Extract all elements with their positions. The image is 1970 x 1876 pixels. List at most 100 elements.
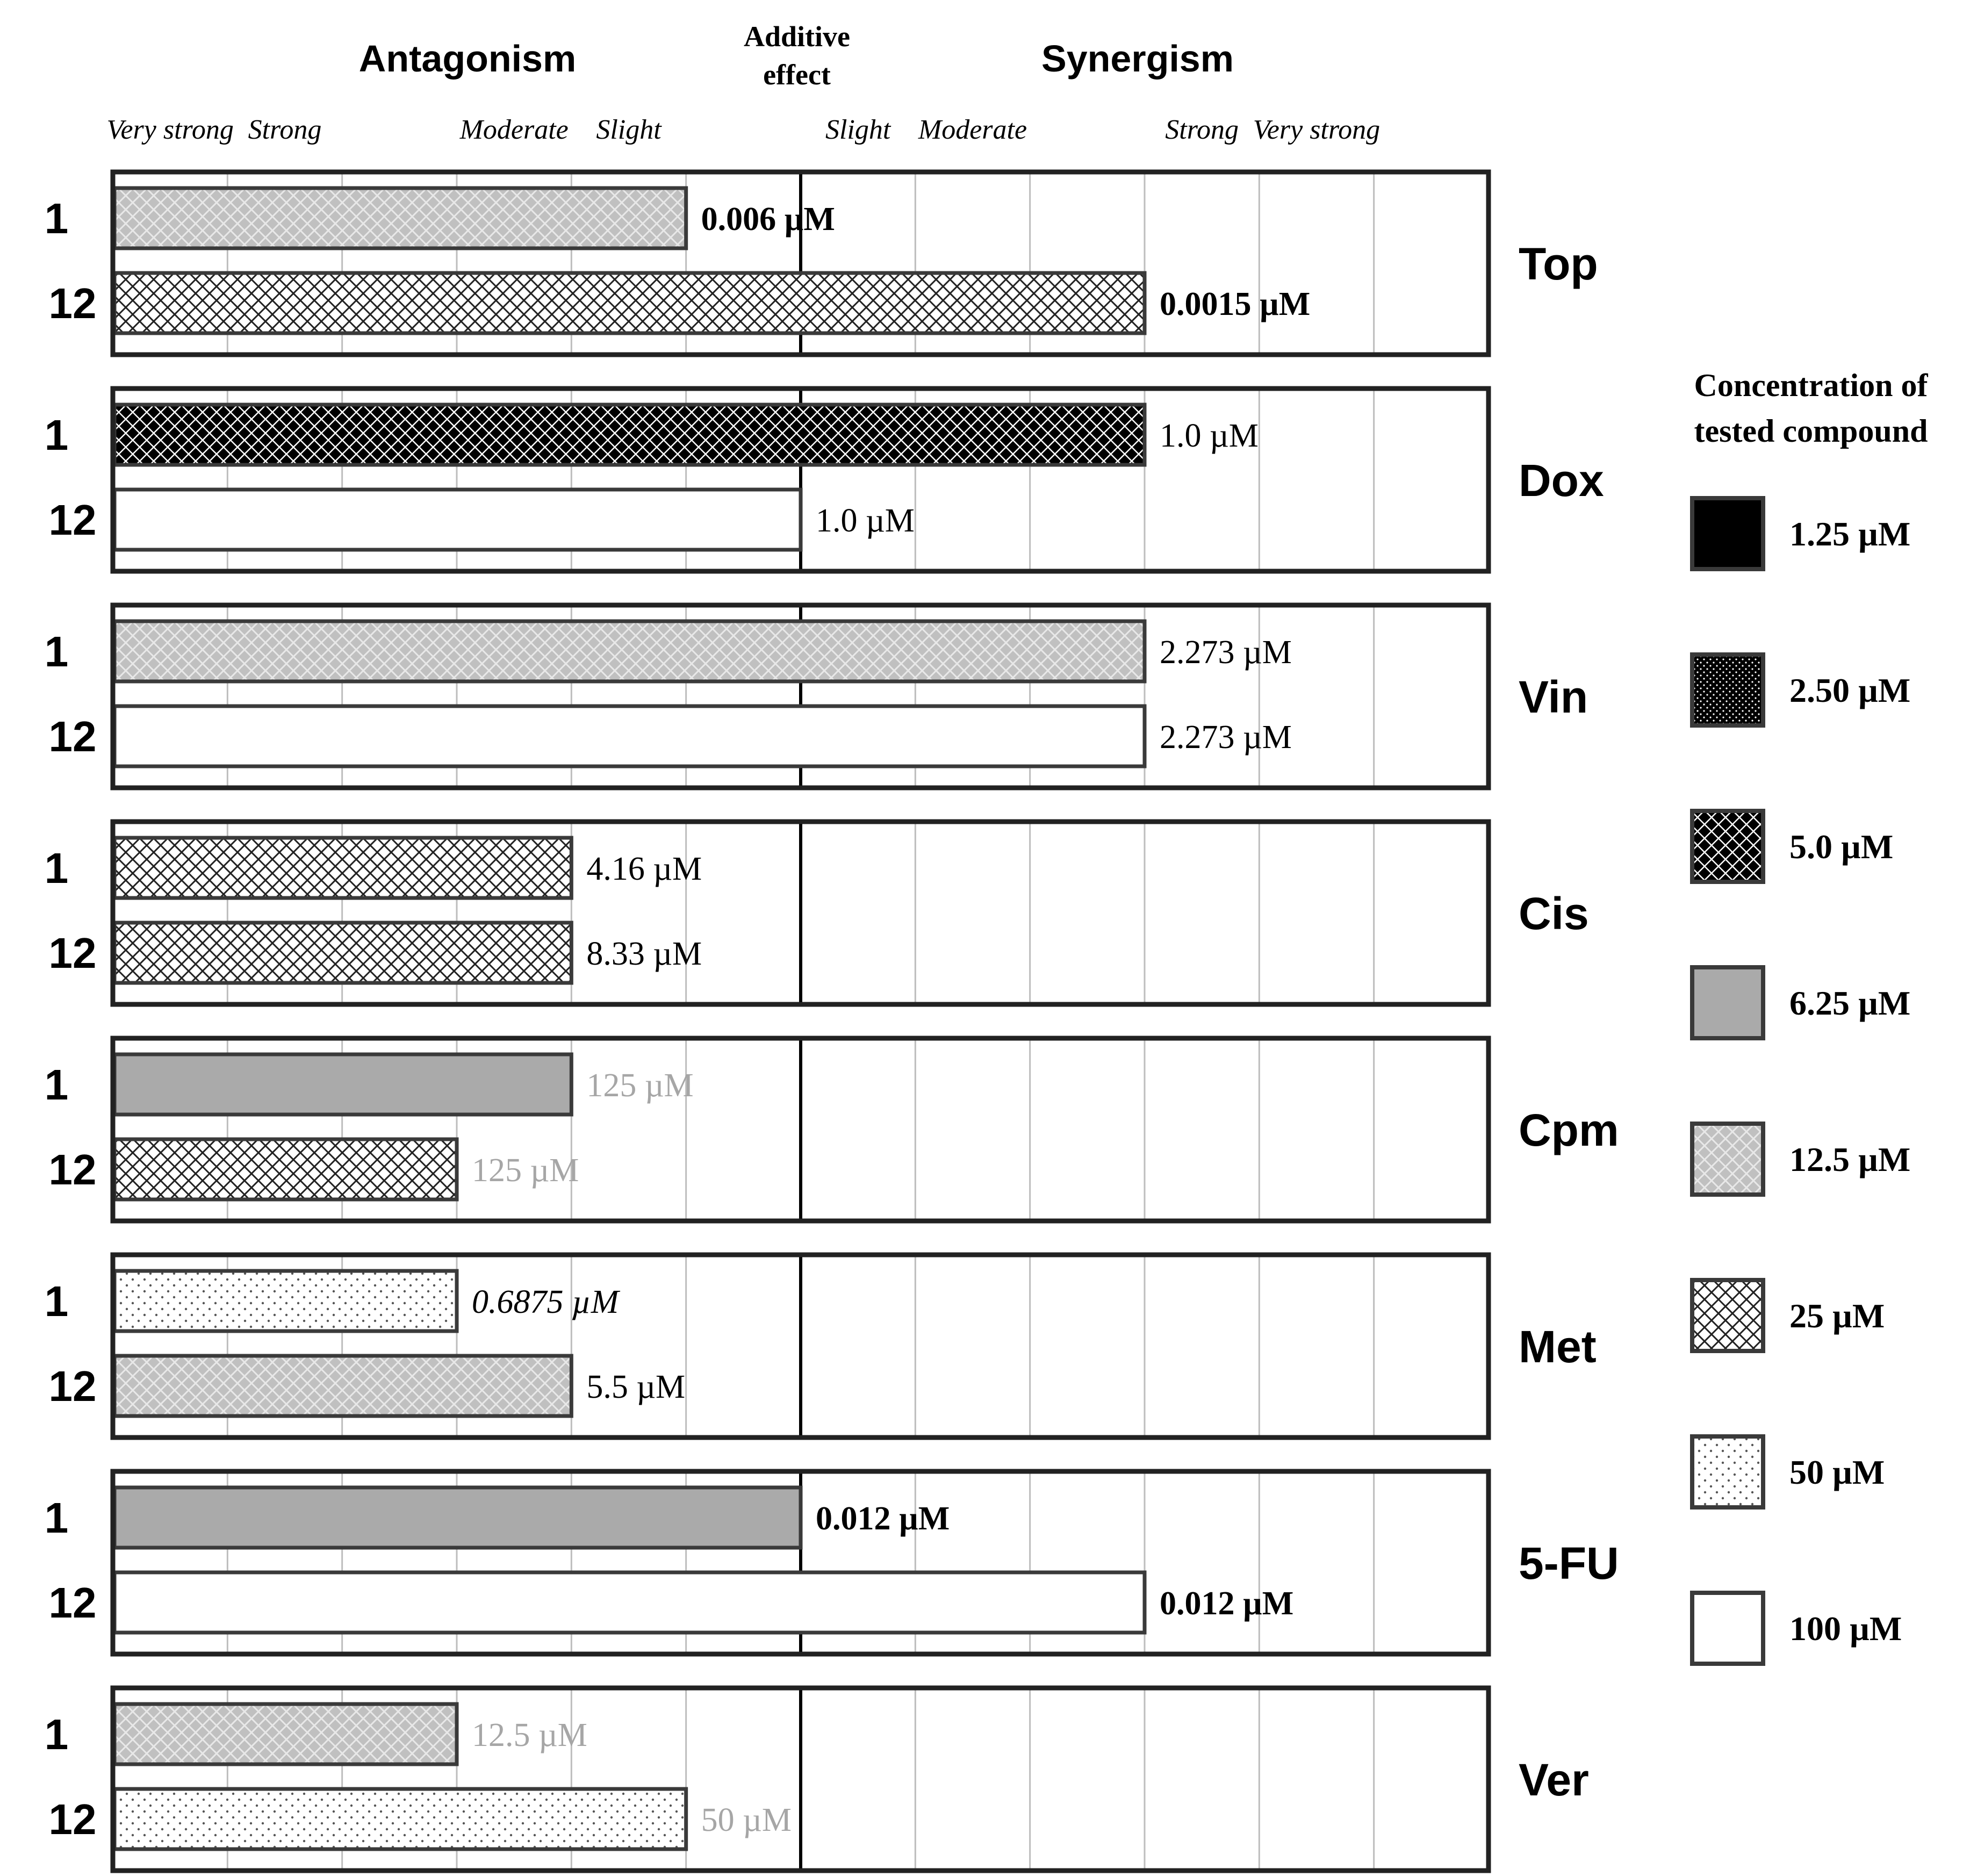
intensity-label-strong-6: Strong (1165, 114, 1239, 145)
legend-swatch-white (1690, 1591, 1765, 1666)
intensity-label-strong-1: Strong (248, 114, 322, 145)
row-label-top-1: 1 (45, 195, 69, 242)
legend-title-line2: tested compound (1694, 413, 1928, 449)
intensity-label-slight-3: Slight (596, 114, 662, 145)
drug-label-met: Met (1519, 1321, 1597, 1372)
panel-frame (110, 386, 1491, 574)
drug-label-cis: Cis (1519, 888, 1589, 939)
row-label-dox-12: 12 (49, 496, 97, 544)
legend-swatch-gray-crosshatch (1690, 1122, 1765, 1197)
value-label-dox-row-1: 1.0 µM (1160, 418, 1259, 454)
legend-label-7: 100 µM (1789, 1609, 1902, 1648)
value-label-cis-row-12: 8.33 µM (586, 936, 702, 972)
bar-ver-row-12 (112, 1787, 688, 1851)
value-label-top-row-1: 0.006 µM (701, 201, 835, 238)
drug-label-5-fu: 5-FU (1519, 1538, 1619, 1589)
panel-ver: 12.5 µM 1 50 µM 12 Ver (45, 1685, 1589, 1873)
additive-effect-heading-line1: Additive (744, 20, 850, 53)
bar-cis-row-1 (112, 836, 573, 900)
legend-title-line1: Concentration of (1694, 368, 1929, 403)
bar-met-row-1 (112, 1269, 459, 1333)
bar-vin-row-1 (112, 619, 1147, 684)
intensity-label-slight-4: Slight (825, 114, 891, 145)
panel-frame (110, 1252, 1491, 1440)
panel-frame (110, 602, 1491, 790)
value-label-met-row-12: 5.5 µM (586, 1369, 685, 1405)
legend-swatch-sparse-dots (1690, 1434, 1765, 1510)
concentration-legend: Concentration of tested compound 1.25 µM 2.… (1690, 368, 1929, 1666)
legend-label-4: 12.5 µM (1789, 1140, 1910, 1178)
legend-swatch-solid-gray (1690, 965, 1765, 1040)
legend-label-1: 2.50 µM (1789, 671, 1910, 709)
panel-vin: 2.273 µM 1 2.273 µM 12 Vin (45, 602, 1588, 790)
drug-label-top: Top (1519, 239, 1598, 289)
panel-frame (110, 1469, 1491, 1657)
panel-top: 0.006 µM 1 0.0015 µM 12 Top (45, 169, 1598, 357)
value-label-5-fu-row-12: 0.012 µM (1160, 1585, 1293, 1622)
row-label-5-fu-12: 12 (49, 1579, 97, 1627)
legend-label-3: 6.25 µM (1789, 984, 1910, 1022)
legend-label-0: 1.25 µM (1789, 515, 1910, 553)
row-label-top-12: 12 (49, 279, 97, 327)
value-label-5-fu-row-1: 0.012 µM (816, 1500, 950, 1537)
bar-cpm-row-1 (112, 1052, 573, 1117)
intensity-label-moderate-2: Moderate (459, 114, 569, 145)
bar-dox-row-12 (112, 487, 803, 552)
bar-vin-row-12 (112, 704, 1147, 768)
row-label-5-fu-1: 1 (45, 1494, 69, 1542)
row-label-ver-1: 1 (45, 1710, 69, 1758)
legend-swatch-crosshatch (1690, 1278, 1765, 1353)
value-label-ver-row-1: 12.5 µM (472, 1717, 587, 1753)
value-label-ver-row-12: 50 µM (701, 1802, 792, 1838)
row-label-cpm-12: 12 (49, 1146, 97, 1194)
row-label-met-1: 1 (45, 1277, 69, 1325)
intensity-label-moderate-5: Moderate (918, 114, 1027, 145)
legend-label-2: 5.0 µM (1789, 828, 1893, 866)
row-label-vin-1: 1 (45, 628, 69, 675)
bar-met-row-12 (112, 1354, 573, 1418)
panel-frame (110, 819, 1491, 1007)
bar-5-fu-row-1 (112, 1485, 803, 1550)
value-label-vin-row-1: 2.273 µM (1160, 634, 1292, 671)
intensity-label-very-strong-0: Very strong (106, 114, 233, 145)
intensity-label-very-strong-7: Very strong (1253, 114, 1380, 145)
panel-5-fu: 0.012 µM 1 0.012 µM 12 5-FU (45, 1469, 1619, 1657)
legend-label-5: 25 µM (1789, 1297, 1885, 1335)
row-label-vin-12: 12 (49, 713, 97, 760)
row-label-cis-1: 1 (45, 844, 69, 892)
drug-label-ver: Ver (1519, 1755, 1589, 1805)
bar-cis-row-12 (112, 921, 573, 985)
value-label-cpm-row-12: 125 µM (472, 1152, 579, 1189)
bar-ver-row-1 (112, 1702, 459, 1766)
drug-label-cpm: Cpm (1519, 1105, 1619, 1155)
antagonism-heading: Antagonism (359, 38, 576, 80)
row-label-met-12: 12 (49, 1362, 97, 1410)
bar-dox-row-1 (112, 402, 1147, 467)
bar-top-row-12 (112, 271, 1147, 335)
panel-frame (110, 1036, 1491, 1224)
panel-cpm: 125 µM 1 125 µM 12 Cpm (45, 1036, 1619, 1224)
bar-top-row-1 (112, 186, 688, 250)
drug-label-vin: Vin (1519, 672, 1588, 722)
row-label-cpm-1: 1 (45, 1061, 69, 1109)
row-label-cis-12: 12 (49, 929, 97, 977)
legend-swatch-dense-dots (1690, 652, 1765, 728)
panel-frame (110, 1685, 1491, 1873)
row-label-dox-1: 1 (45, 411, 69, 459)
drug-panels: 0.006 µM 1 0.0015 µM 12 Top 1.0 µM 1 1.0 µM 12 Do… (45, 169, 1619, 1873)
additive-effect-heading-line2: effect (763, 59, 831, 91)
bar-5-fu-row-12 (112, 1570, 1147, 1635)
chart-header: Antagonism Additive effect Synergism (359, 20, 1234, 91)
value-label-cpm-row-1: 125 µM (586, 1067, 693, 1104)
intensity-labels: Very strong Strong Moderate Slight Slight Mod… (106, 114, 1380, 145)
bar-cpm-row-12 (112, 1137, 459, 1202)
legend-label-6: 50 µM (1789, 1453, 1885, 1491)
value-label-dox-row-12: 1.0 µM (816, 502, 915, 539)
legend-swatch-dark-crosshatch (1690, 809, 1765, 884)
value-label-met-row-1: 0.6875 µM (472, 1284, 621, 1320)
legend-swatch-solid-black (1690, 496, 1765, 571)
panel-cis: 4.16 µM 1 8.33 µM 12 Cis (45, 819, 1589, 1007)
drug-label-dox: Dox (1519, 455, 1604, 506)
row-label-ver-12: 12 (49, 1795, 97, 1843)
